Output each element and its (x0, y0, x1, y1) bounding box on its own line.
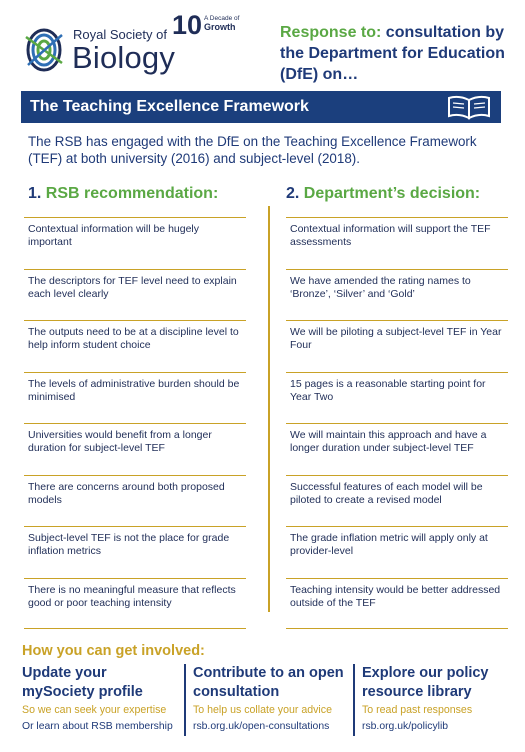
recommendation-item: The descriptors for TEF level need to ex… (24, 268, 246, 321)
involved-box-library: Explore our policy resource library To r… (362, 664, 522, 732)
decision-header: 2. Department’s decision: (286, 185, 480, 203)
consultation-subtext: To help us collate your advice (193, 704, 332, 716)
recommendation-item: The levels of administrative burden shou… (24, 371, 246, 424)
decision-title: Department’s decision: (303, 185, 481, 202)
response-heading: Response to: consultation by the Departm… (280, 22, 515, 85)
banner-title: The Teaching Excellence Framework (30, 98, 309, 115)
decision-item: Contextual information will support the … (286, 217, 508, 269)
profile-heading[interactable]: Update your mySociety profile (22, 665, 143, 700)
anniversary-decade: A Decade of (204, 15, 240, 22)
column-divider (268, 206, 270, 612)
membership-link[interactable]: Or learn about RSB membership (22, 721, 173, 732)
title-banner: The Teaching Excellence Framework (21, 91, 501, 123)
recommendation-num: 1. (28, 185, 42, 202)
recommendation-item: The outputs need to be at a discipline l… (24, 320, 246, 372)
library-heading[interactable]: Explore our policy resource library (362, 665, 489, 700)
recommendation-list: Contextual information will be hugely im… (24, 217, 246, 629)
anniversary-growth: Growth (204, 22, 236, 32)
logo-text-big: Biology (72, 40, 176, 75)
open-book-icon (448, 95, 490, 120)
recommendation-item: Contextual information will be hugely im… (24, 217, 246, 269)
involved-box-profile: Update your mySociety profile So we can … (22, 664, 182, 732)
involved-title: How you can get involved: (22, 643, 205, 659)
rsb-logo: Royal Society of Biology (22, 20, 177, 80)
consultation-link[interactable]: rsb.org.uk/open-consultations (193, 721, 330, 732)
decision-list: Contextual information will support the … (286, 217, 508, 629)
intro-text: The RSB has engaged with the DfE on the … (28, 134, 477, 166)
decision-item: We have amended the rating names to ‘Bro… (286, 268, 508, 321)
response-prefix: Response to: (280, 24, 382, 41)
rsb-logo-mark (25, 28, 63, 72)
policylib-link[interactable]: rsb.org.uk/policylib (362, 721, 449, 732)
anniversary-badge: 10 A Decade of Growth (172, 10, 242, 45)
logo-text-small: Royal Society of (73, 27, 167, 42)
recommendation-item: Universities would benefit from a longer… (24, 423, 246, 475)
involved-separator (353, 664, 355, 736)
decision-item: We will be piloting a subject-level TEF … (286, 320, 508, 372)
decision-item: 15 pages is a reasonable starting point … (286, 371, 508, 424)
library-subtext: To read past responses (362, 704, 473, 716)
decision-num: 2. (286, 185, 300, 202)
decision-item: The grade inflation metric will apply on… (286, 526, 508, 578)
recommendation-item: There are concerns around both proposed … (24, 474, 246, 527)
consultation-heading[interactable]: Contribute to an open consultation (193, 665, 344, 700)
recommendation-item: Subject-level TEF is not the place for g… (24, 526, 246, 578)
involved-separator (184, 664, 186, 736)
involved-box-consultation: Contribute to an open consultation To he… (193, 664, 353, 732)
recommendation-title: RSB recommendation: (45, 185, 219, 202)
recommendation-header: 1. RSB recommendation: (28, 185, 218, 203)
recommendation-item: There is no meaningful measure that refl… (24, 577, 246, 629)
response-text: consultation by the Department for Educa… (280, 24, 505, 83)
decision-item: We will maintain this approach and have … (286, 423, 508, 475)
profile-subtext: So we can seek your expertise (22, 704, 167, 716)
decision-item: Successful features of each model will b… (286, 474, 508, 527)
decision-item: Teaching intensity would be better addre… (286, 577, 508, 629)
anniversary-number: 10 (172, 10, 203, 40)
